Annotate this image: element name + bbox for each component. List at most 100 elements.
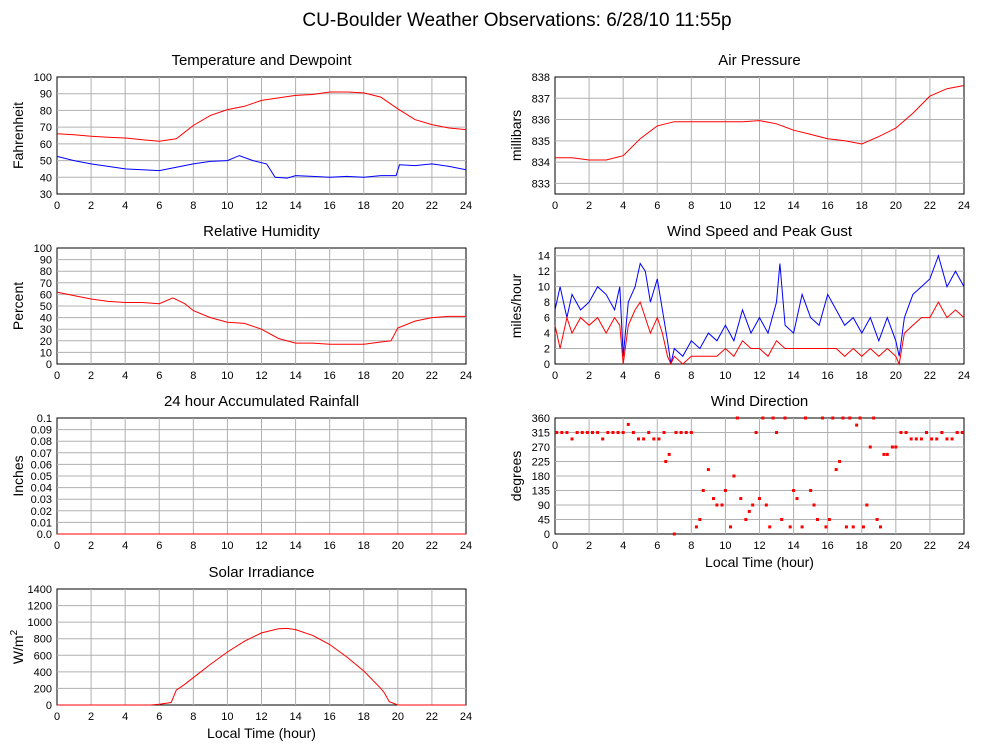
y-axis-label: millibars (508, 110, 524, 161)
data-point (838, 460, 842, 463)
data-point (904, 431, 908, 434)
wind-direction-panel: 0 2 4 6 8 10 12 14 16 18 20 22 240459013518022527031… (508, 393, 970, 570)
data-point (848, 416, 852, 420)
data-point (689, 431, 693, 434)
x-tick-label: 24 (958, 540, 970, 552)
data-point (565, 431, 569, 434)
data-point (580, 431, 584, 434)
y-tick-label: 1400 (28, 584, 52, 596)
x-tick-label: 22 (426, 200, 438, 212)
x-tick-label: 8 (688, 370, 694, 382)
data-point (865, 503, 869, 507)
x-tick-label: 2 (88, 540, 94, 552)
y-tick-label: 2 (544, 344, 550, 356)
data-point (945, 437, 949, 441)
x-tick-label: 18 (856, 540, 868, 552)
x-tick-label: 4 (122, 200, 128, 212)
y-tick-label: 8 (544, 297, 550, 309)
data-point (909, 437, 913, 441)
x-tick-label: 0 (552, 540, 558, 552)
y-axis-label: degrees (508, 451, 524, 502)
y-tick-label: 40 (40, 313, 52, 325)
x-tick-label: 22 (924, 200, 936, 212)
x-tick-label: 10 (221, 200, 233, 212)
data-point (621, 431, 625, 434)
x-tick-label: 14 (289, 711, 301, 723)
x-tick-label: 2 (88, 200, 94, 212)
x-tick-label: 12 (753, 540, 765, 552)
data-point (804, 416, 808, 420)
data-point (560, 431, 564, 434)
y-tick-label: 0.04 (31, 483, 52, 495)
data-point (674, 431, 678, 434)
data-point (626, 422, 630, 426)
x-tick-label: 24 (460, 540, 472, 552)
data-point (694, 525, 698, 529)
series-line (554, 300, 965, 366)
data-point (761, 416, 765, 420)
x-tick-label: 14 (787, 540, 799, 552)
y-tick-label: 360 (532, 413, 550, 425)
data-point (882, 452, 886, 456)
data-point (775, 431, 779, 434)
data-point (914, 437, 918, 441)
x-tick-label: 6 (156, 711, 162, 723)
x-tick-label: 20 (392, 200, 404, 212)
data-point (698, 518, 702, 521)
x-tick-label: 8 (190, 370, 196, 382)
data-point (890, 445, 894, 449)
data-point (872, 416, 876, 420)
y-tick-label: 0.0 (37, 529, 52, 541)
chart-title: Air Pressure (718, 52, 801, 69)
data-point (851, 525, 855, 529)
y-tick-label: 20 (40, 336, 52, 348)
x-tick-label: 0 (54, 370, 60, 382)
y-tick-label: 0.05 (31, 471, 52, 483)
x-tick-label: 18 (358, 711, 370, 723)
x-tick-label: 16 (822, 370, 834, 382)
y-tick-label: 0.01 (31, 517, 52, 529)
data-point (861, 525, 865, 529)
x-tick-label: 20 (890, 370, 902, 382)
y-tick-label: 30 (40, 324, 52, 336)
y-tick-label: 60 (40, 289, 52, 301)
x-tick-label: 14 (289, 540, 301, 552)
y-tick-label: 1000 (28, 617, 52, 629)
data-point (735, 416, 739, 420)
rainfall-panel: 0 2 4 6 8 10 12 14 16 18 20 22 240.00.010.020.030.04… (10, 393, 472, 552)
data-point (815, 518, 819, 521)
y-tick-label: 90 (40, 255, 52, 267)
y-tick-label: 90 (538, 500, 550, 512)
y-tick-label: 833 (532, 178, 550, 190)
data-point (744, 518, 748, 521)
series-line (56, 91, 467, 142)
data-point (788, 525, 792, 529)
y-tick-label: 0 (544, 529, 550, 541)
data-point (662, 431, 666, 434)
y-tick-label: 45 (538, 515, 550, 527)
x-tick-label: 24 (460, 200, 472, 212)
solar-irradiance-panel: 0 2 4 6 8 10 12 14 16 18 20 22 240200400600800100012… (9, 564, 472, 741)
y-tick-label: 0.02 (31, 506, 52, 518)
y-tick-label: 834 (532, 157, 550, 169)
data-point (868, 445, 872, 449)
data-point (664, 460, 668, 463)
y-tick-label: 100 (34, 72, 52, 84)
y-axis-label: Percent (10, 282, 26, 330)
x-tick-label: 8 (688, 540, 694, 552)
pressure-panel: 0 2 4 6 8 10 12 14 16 18 20 22 24833834835836837838A… (508, 52, 970, 212)
x-tick-label: 12 (255, 711, 267, 723)
data-point (585, 431, 589, 434)
y-tick-label: 50 (40, 301, 52, 313)
temperature-panel: 0 2 4 6 8 10 12 14 16 18 20 22 2430405060708090100Te… (10, 52, 472, 212)
data-point (754, 431, 758, 434)
x-tick-label: 8 (190, 200, 196, 212)
x-tick-label: 12 (255, 200, 267, 212)
x-tick-label: 16 (822, 540, 834, 552)
y-tick-label: 836 (532, 115, 550, 127)
data-point (747, 509, 751, 513)
y-tick-label: 0 (46, 700, 52, 712)
series-line (555, 85, 965, 161)
data-point (575, 431, 579, 434)
data-point (960, 431, 964, 434)
